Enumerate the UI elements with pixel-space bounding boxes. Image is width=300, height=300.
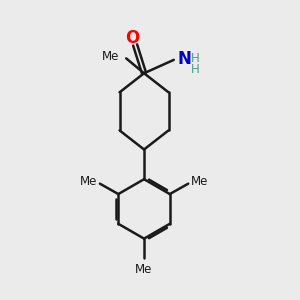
Text: Me: Me	[191, 176, 208, 188]
Text: H: H	[191, 52, 200, 65]
Text: Me: Me	[80, 176, 97, 188]
Text: O: O	[125, 29, 139, 47]
Text: H: H	[191, 63, 200, 76]
Text: Me: Me	[135, 263, 153, 276]
Text: Me: Me	[101, 50, 119, 63]
Text: N: N	[177, 50, 191, 68]
